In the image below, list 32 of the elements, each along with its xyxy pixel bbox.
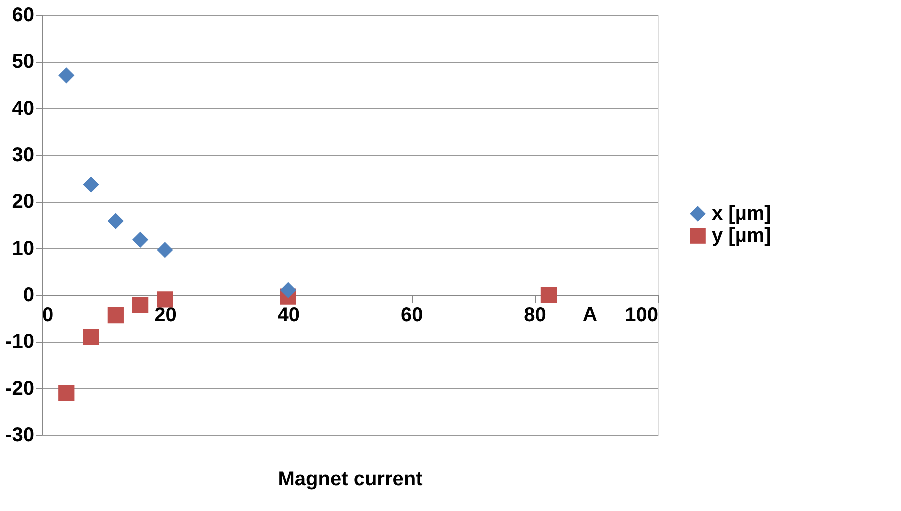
x-tick-label: 60 [400,304,424,326]
point [132,232,149,248]
annotation: A [583,304,598,326]
point [540,286,558,304]
legend-label: x [µm] [712,203,772,225]
point [108,213,124,230]
x-axis-title: Magnet current [278,468,424,490]
y-tick-label: 50 [12,51,34,74]
point [157,292,174,308]
y-tick-label: 10 [12,238,34,260]
point [108,307,124,324]
x-tick-label: 40 [278,304,300,326]
y-tick-label: 40 [12,98,34,120]
legend-label: y [µm] [712,225,772,247]
y-tick-label: 20 [12,191,34,214]
y-tick-label: 30 [12,144,34,166]
point [83,328,100,346]
y-tick-label: -20 [6,378,34,400]
y-tick-label: -30 [6,424,34,446]
x-tick-label: 80 [524,304,546,326]
point [132,297,149,314]
x-tick-label: 0 [42,304,54,326]
y-tick-label: 0 [23,284,34,306]
point [83,176,100,193]
point [280,282,296,298]
x-tick-label: 100 [625,304,658,326]
x-tick-label: 20 [154,304,177,326]
point [157,242,174,258]
y-tick-label: -10 [6,331,34,354]
point [58,68,75,84]
point [58,384,75,402]
y-tick-label: 60 [12,4,34,26]
